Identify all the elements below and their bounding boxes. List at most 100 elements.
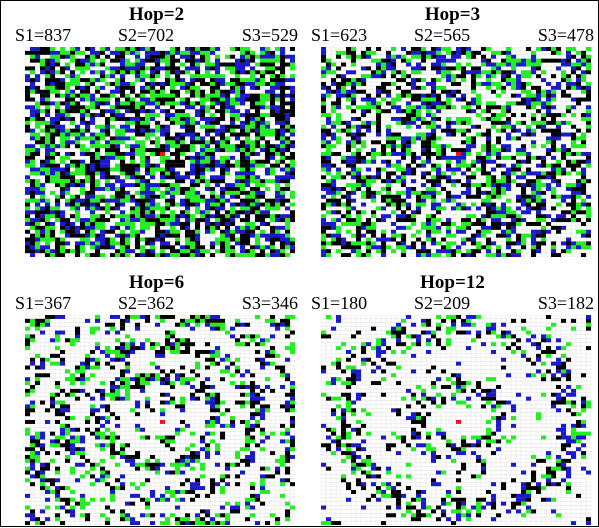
grid-cell <box>471 253 477 257</box>
grid-cell <box>346 140 352 145</box>
grid-cell <box>561 132 567 137</box>
grid-cell <box>75 66 81 71</box>
grid-cell <box>586 128 591 133</box>
grid-cell <box>245 334 251 339</box>
grid-cell <box>436 66 442 71</box>
grid-cell <box>30 225 36 230</box>
grid-cell <box>235 97 241 102</box>
grid-cell <box>456 148 462 153</box>
grid-cell <box>180 101 186 106</box>
grid-cell <box>386 194 392 199</box>
grid-cell <box>250 82 256 86</box>
grid-cell <box>551 163 557 168</box>
grid-cell <box>120 326 126 331</box>
grid-cell <box>190 377 196 382</box>
grid-cell <box>35 237 41 242</box>
grid-cell <box>586 54 591 59</box>
grid-cell <box>175 237 181 242</box>
grid-cell <box>255 179 261 184</box>
grid-cell <box>466 144 472 149</box>
grid-cell <box>240 206 246 211</box>
grid-cell <box>406 152 412 156</box>
grid-cell <box>185 462 191 467</box>
grid-cell <box>571 210 577 215</box>
grid-cell <box>556 82 562 86</box>
grid-cell <box>110 237 116 242</box>
grid-cell <box>60 50 66 55</box>
grid-cell <box>386 163 392 168</box>
grid-cell <box>105 128 111 133</box>
grid-cell <box>215 521 221 525</box>
grid-cell <box>541 233 547 238</box>
grid-cell <box>386 62 392 67</box>
grid-cell <box>205 214 211 219</box>
grid-cell <box>65 218 71 223</box>
grid-cell <box>190 385 196 389</box>
grid-cell <box>426 82 432 86</box>
grid-cell <box>416 163 422 168</box>
grid-cell <box>50 124 56 129</box>
grid-cell <box>175 113 181 118</box>
grid-cell <box>401 253 407 257</box>
grid-cell <box>586 97 591 102</box>
grid-cell <box>391 249 397 254</box>
grid-cell <box>80 187 86 191</box>
grid-cell <box>60 93 66 98</box>
grid-cell <box>486 229 492 234</box>
grid-cell <box>170 113 176 118</box>
grid-cell <box>40 330 46 335</box>
grid-cell <box>90 357 96 362</box>
grid-cell <box>416 78 422 83</box>
grid-cell <box>145 478 151 483</box>
grid-cell <box>471 159 477 164</box>
grid-cell <box>511 163 517 168</box>
grid-cell <box>155 120 161 125</box>
grid-cell <box>195 85 201 90</box>
grid-cell <box>541 241 547 246</box>
grid-cell <box>356 171 362 176</box>
grid-cell <box>235 385 241 389</box>
grid-cell <box>140 381 146 386</box>
grid-cell <box>220 326 226 331</box>
grid-cell <box>290 62 295 67</box>
grid-cell <box>35 101 41 106</box>
grid-cell <box>210 404 216 409</box>
grid-cell <box>321 140 327 145</box>
grid-cell <box>165 400 171 405</box>
grid-cell <box>376 70 382 75</box>
grid-cell <box>361 97 367 102</box>
grid-cell <box>60 404 66 409</box>
grid-cell <box>471 175 477 180</box>
grid-cell <box>486 326 492 331</box>
grid-cell <box>551 74 557 79</box>
grid-cell <box>571 62 577 67</box>
grid-cell <box>155 229 161 234</box>
grid-cell <box>105 97 111 102</box>
grid-cell <box>135 109 141 114</box>
grid-cell <box>501 109 507 114</box>
grid-cell <box>536 206 542 211</box>
grid-cell <box>376 120 382 125</box>
grid-cell <box>45 451 51 456</box>
grid-cell <box>205 97 211 102</box>
grid-cell <box>481 245 487 250</box>
grid-cell <box>160 175 166 180</box>
grid-cell <box>125 245 131 250</box>
grid-cell <box>240 458 246 463</box>
grid-cell <box>200 521 206 525</box>
grid-cell <box>280 462 286 467</box>
grid-cell <box>120 218 126 223</box>
grid-cell <box>406 187 412 191</box>
grid-cell <box>240 179 246 184</box>
grid-cell <box>95 163 101 168</box>
grid-cell <box>115 253 121 257</box>
grid-cell <box>95 225 101 230</box>
grid-cell <box>280 167 286 172</box>
grid-cell <box>476 101 482 106</box>
grid-cell <box>165 435 171 440</box>
grid-cell <box>366 159 372 164</box>
grid-cell <box>85 58 91 63</box>
grid-cell <box>421 253 427 257</box>
grid-cell <box>366 249 372 254</box>
